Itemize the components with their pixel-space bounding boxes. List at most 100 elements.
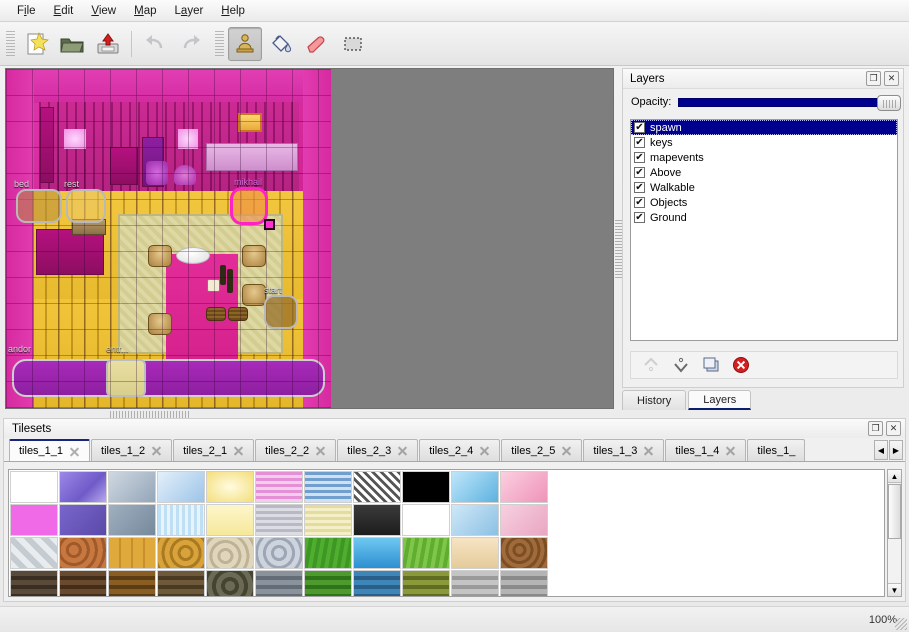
tile[interactable] — [402, 537, 450, 569]
save-map-button[interactable] — [91, 27, 125, 61]
tools-drag-handle[interactable] — [215, 30, 224, 57]
layer-visibility-checkbox[interactable]: ✔ — [634, 136, 645, 148]
layer-visibility-checkbox[interactable]: ✔ — [634, 151, 645, 163]
tile[interactable] — [10, 504, 58, 536]
close-tab-icon[interactable] — [69, 446, 80, 457]
close-tab-icon[interactable] — [151, 445, 162, 456]
tileset-view[interactable] — [8, 469, 885, 597]
layer-row-objects[interactable]: ✔ Objects — [631, 195, 897, 210]
tileset-tab-tiles_1_3[interactable]: tiles_1_3 — [583, 439, 665, 461]
menu-view[interactable]: View — [91, 4, 117, 17]
delete-layer-button[interactable] — [731, 355, 751, 375]
rectangular-select-tool-button[interactable] — [336, 27, 370, 61]
map-canvas[interactable]: bed rest mikhail start andor entr... — [6, 69, 331, 408]
scroll-down-button[interactable]: ▼ — [888, 583, 901, 596]
close-icon[interactable]: ✕ — [884, 71, 899, 86]
tile[interactable] — [157, 537, 205, 569]
raise-layer-button[interactable] — [641, 355, 661, 375]
tile[interactable] — [451, 537, 499, 569]
layer-row-walkable[interactable]: ✔ Walkable — [631, 180, 897, 195]
layer-visibility-checkbox[interactable]: ✔ — [634, 166, 645, 178]
tile[interactable] — [500, 570, 548, 596]
tile[interactable] — [304, 537, 352, 569]
tile[interactable] — [206, 471, 254, 503]
eraser-tool-button[interactable] — [300, 27, 334, 61]
redo-button[interactable] — [174, 27, 208, 61]
resize-grip[interactable] — [895, 618, 907, 630]
tile[interactable] — [255, 504, 303, 536]
tile[interactable] — [108, 570, 156, 596]
tileset-tab-tiles_1_1[interactable]: tiles_1_1 — [9, 439, 91, 461]
map-selection-handle[interactable] — [264, 219, 275, 230]
tile[interactable] — [157, 471, 205, 503]
float-icon[interactable]: ❐ — [866, 71, 881, 86]
tileset-tab-tiles_1_4[interactable]: tiles_1_4 — [665, 439, 747, 461]
new-map-button[interactable] — [19, 27, 53, 61]
tile[interactable] — [108, 504, 156, 536]
tile[interactable] — [304, 504, 352, 536]
toolbar-drag-handle[interactable] — [6, 30, 15, 57]
tile[interactable] — [10, 471, 58, 503]
tileset-tab-tiles_2_4[interactable]: tiles_2_4 — [419, 439, 501, 461]
opacity-slider-knob[interactable] — [877, 94, 901, 111]
tile[interactable] — [108, 471, 156, 503]
menu-help[interactable]: Help — [221, 4, 245, 17]
duplicate-layer-button[interactable] — [701, 355, 721, 375]
bucket-fill-tool-button[interactable] — [264, 27, 298, 61]
tile[interactable] — [353, 537, 401, 569]
opacity-slider[interactable] — [678, 94, 901, 111]
horizontal-splitter-handle[interactable] — [110, 411, 190, 418]
close-icon[interactable]: ✕ — [886, 421, 901, 436]
tileset-tab-tiles_1_5[interactable]: tiles_1_ — [747, 439, 806, 461]
tile[interactable] — [10, 570, 58, 596]
tile[interactable] — [10, 537, 58, 569]
menu-map[interactable]: Map — [134, 4, 157, 17]
tile[interactable] — [451, 471, 499, 503]
tile[interactable] — [157, 570, 205, 596]
tile[interactable] — [304, 570, 352, 596]
close-tab-icon[interactable] — [725, 445, 736, 456]
scroll-up-button[interactable]: ▲ — [888, 470, 901, 483]
close-tab-icon[interactable] — [479, 445, 490, 456]
tile[interactable] — [402, 471, 450, 503]
tile[interactable] — [353, 570, 401, 596]
float-icon[interactable]: ❐ — [868, 421, 883, 436]
tab-scroll-left-button[interactable]: ◀ — [874, 440, 888, 460]
map-object-rest[interactable] — [66, 189, 106, 223]
layer-visibility-checkbox[interactable]: ✔ — [634, 181, 645, 193]
menu-layer[interactable]: Layer — [174, 4, 204, 17]
layer-visibility-checkbox[interactable]: ✔ — [634, 211, 645, 223]
map-object-start[interactable] — [264, 295, 298, 329]
tile[interactable] — [59, 537, 107, 569]
map-view[interactable]: bed rest mikhail start andor entr... — [5, 68, 614, 409]
layer-row-keys[interactable]: ✔ keys — [631, 135, 897, 150]
tile[interactable] — [206, 504, 254, 536]
tile[interactable] — [255, 537, 303, 569]
layer-row-spawn[interactable]: ✔ spawn — [631, 120, 897, 135]
tileset-tab-tiles_2_2[interactable]: tiles_2_2 — [255, 439, 337, 461]
tab-scroll-right-button[interactable]: ▶ — [889, 440, 903, 460]
close-tab-icon[interactable] — [561, 445, 572, 456]
tile[interactable] — [59, 471, 107, 503]
close-tab-icon[interactable] — [643, 445, 654, 456]
map-object-mikhail[interactable] — [230, 187, 268, 225]
tile[interactable] — [108, 537, 156, 569]
tile[interactable] — [353, 471, 401, 503]
tile[interactable] — [402, 504, 450, 536]
tile[interactable] — [451, 570, 499, 596]
layer-row-ground[interactable]: ✔ Ground — [631, 210, 897, 225]
tile[interactable] — [402, 570, 450, 596]
tile[interactable] — [451, 504, 499, 536]
menu-edit[interactable]: Edit — [53, 4, 74, 17]
tile[interactable] — [500, 471, 548, 503]
close-tab-icon[interactable] — [233, 445, 244, 456]
tile[interactable] — [157, 504, 205, 536]
tileset-tab-tiles_2_3[interactable]: tiles_2_3 — [337, 439, 419, 461]
scrollbar-thumb[interactable] — [888, 484, 901, 539]
tile[interactable] — [255, 570, 303, 596]
tile[interactable] — [206, 537, 254, 569]
tile[interactable] — [353, 504, 401, 536]
layer-visibility-checkbox[interactable]: ✔ — [634, 196, 645, 208]
tile[interactable] — [255, 471, 303, 503]
tileset-tab-tiles_2_1[interactable]: tiles_2_1 — [173, 439, 255, 461]
